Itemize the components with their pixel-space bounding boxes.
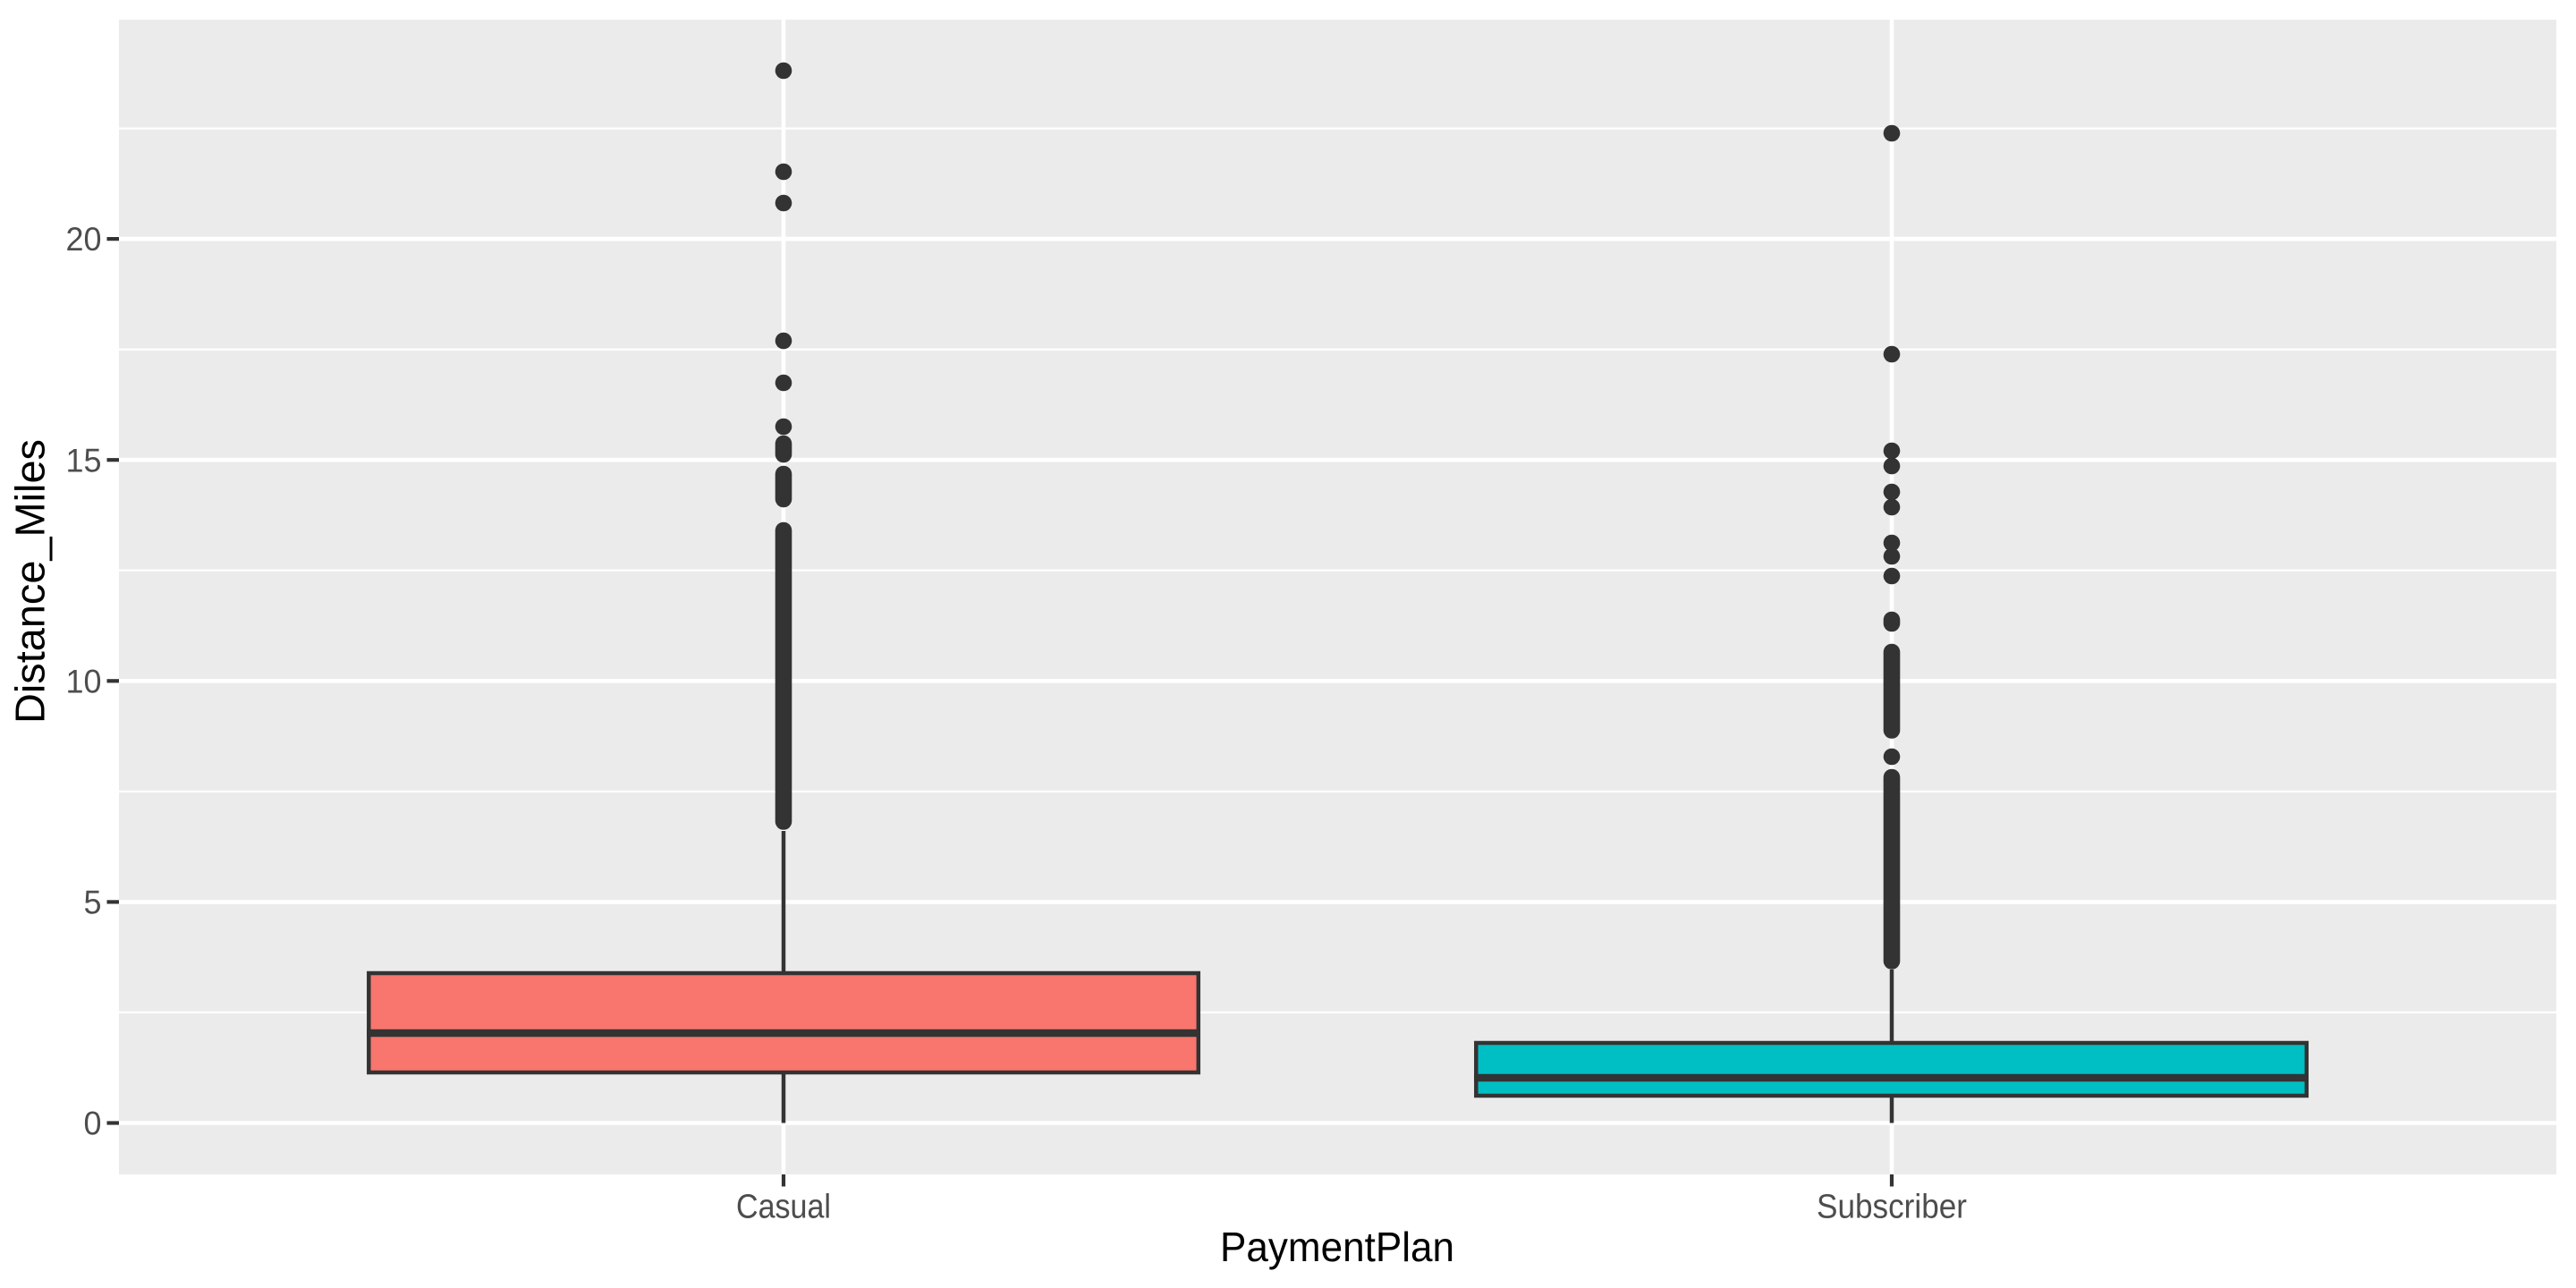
svg-text:20: 20	[66, 221, 102, 258]
svg-text:Distance_Miles: Distance_Miles	[7, 439, 54, 724]
svg-text:5: 5	[84, 885, 102, 921]
svg-text:0: 0	[84, 1106, 102, 1142]
svg-text:15: 15	[66, 442, 102, 479]
svg-text:PaymentPlan: PaymentPlan	[1220, 1224, 1454, 1270]
svg-text:Subscriber: Subscriber	[1817, 1188, 1967, 1225]
svg-text:10: 10	[66, 663, 102, 699]
svg-text:Casual: Casual	[736, 1188, 831, 1225]
